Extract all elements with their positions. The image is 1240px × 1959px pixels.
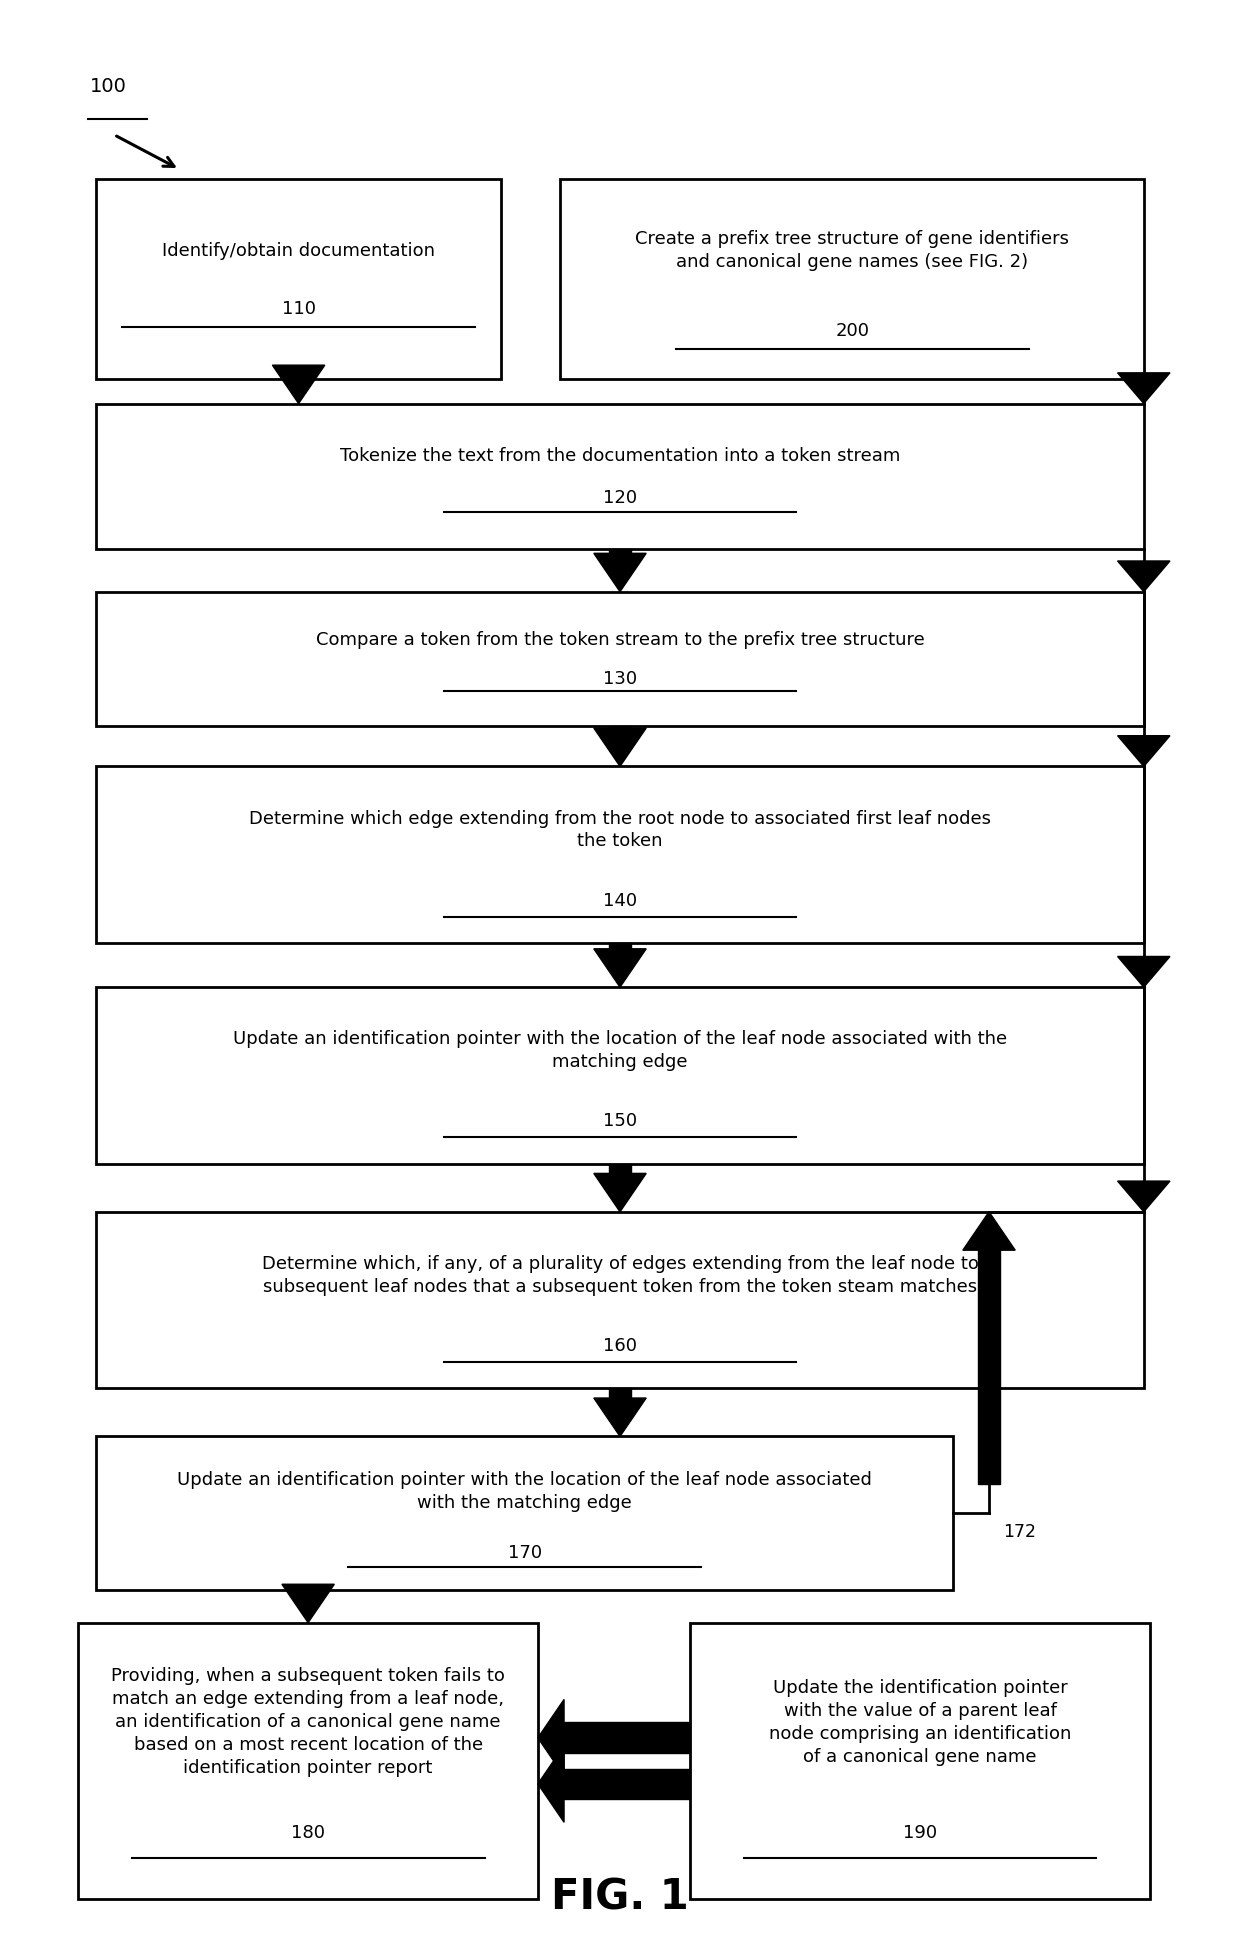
Bar <box>691 1622 1149 1898</box>
Polygon shape <box>1117 956 1171 987</box>
Text: 170: 170 <box>507 1544 542 1561</box>
Polygon shape <box>281 1585 335 1622</box>
Bar <box>97 1213 1143 1389</box>
Text: 140: 140 <box>603 891 637 909</box>
Text: Tokenize the text from the documentation into a token stream: Tokenize the text from the documentation… <box>340 447 900 464</box>
Polygon shape <box>538 1745 564 1822</box>
Text: Compare a token from the token stream to the prefix tree structure: Compare a token from the token stream to… <box>316 631 924 648</box>
Polygon shape <box>609 1164 631 1173</box>
Polygon shape <box>978 1250 999 1485</box>
Text: 110: 110 <box>281 300 316 317</box>
Text: 100: 100 <box>91 76 128 96</box>
Text: Update an identification pointer with the location of the leaf node associated
w: Update an identification pointer with th… <box>177 1471 872 1512</box>
Text: Update an identification pointer with the location of the leaf node associated w: Update an identification pointer with th… <box>233 1030 1007 1072</box>
Polygon shape <box>609 1389 631 1399</box>
Text: Providing, when a subsequent token fails to
match an edge extending from a leaf : Providing, when a subsequent token fails… <box>112 1667 505 1777</box>
Polygon shape <box>1117 737 1171 766</box>
Text: FIG. 1: FIG. 1 <box>551 1877 689 1918</box>
Bar <box>78 1622 538 1898</box>
Text: 160: 160 <box>603 1338 637 1356</box>
Polygon shape <box>962 1213 1016 1250</box>
Polygon shape <box>609 549 631 552</box>
Polygon shape <box>1117 372 1171 404</box>
Text: 130: 130 <box>603 670 637 688</box>
Polygon shape <box>594 1399 646 1436</box>
Text: 172: 172 <box>1003 1522 1037 1542</box>
Bar <box>97 404 1143 549</box>
Text: 180: 180 <box>291 1824 325 1841</box>
Text: Create a prefix tree structure of gene identifiers
and canonical gene names (see: Create a prefix tree structure of gene i… <box>635 231 1069 270</box>
Polygon shape <box>564 1769 691 1798</box>
Text: Determine which, if any, of a plurality of edges extending from the leaf node to: Determine which, if any, of a plurality … <box>262 1256 978 1295</box>
Bar <box>97 592 1143 727</box>
Text: Update the identification pointer
with the value of a parent leaf
node comprisin: Update the identification pointer with t… <box>769 1679 1071 1765</box>
Polygon shape <box>273 364 325 404</box>
Text: Determine which edge extending from the root node to associated first leaf nodes: Determine which edge extending from the … <box>249 809 991 850</box>
Text: 120: 120 <box>603 490 637 507</box>
Polygon shape <box>594 552 646 592</box>
Bar <box>97 766 1143 942</box>
Polygon shape <box>609 942 631 948</box>
Text: 200: 200 <box>835 321 869 339</box>
Bar <box>97 987 1143 1164</box>
Polygon shape <box>538 1698 564 1777</box>
Polygon shape <box>1117 1181 1171 1213</box>
Polygon shape <box>564 1722 691 1753</box>
Bar <box>97 1436 954 1591</box>
Polygon shape <box>594 948 646 987</box>
Bar <box>560 178 1143 378</box>
Polygon shape <box>1117 560 1171 592</box>
Polygon shape <box>594 729 646 766</box>
Bar <box>97 178 501 378</box>
Text: Identify/obtain documentation: Identify/obtain documentation <box>162 241 435 261</box>
Polygon shape <box>594 1173 646 1213</box>
Text: 190: 190 <box>903 1824 937 1841</box>
Text: 150: 150 <box>603 1113 637 1130</box>
